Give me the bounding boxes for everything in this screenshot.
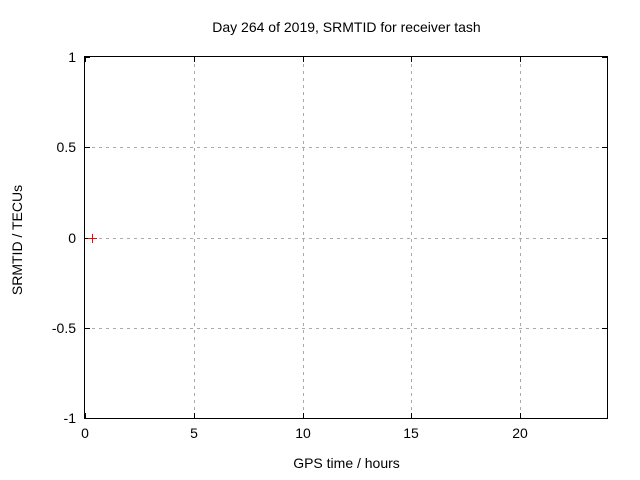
tick-x-top-5 <box>194 57 195 62</box>
x-tick-label-10: 10 <box>295 425 311 441</box>
x-tick-label-0: 0 <box>81 425 89 441</box>
y-tick-label-0: 0 <box>68 230 76 246</box>
chart-title: Day 264 of 2019, SRMTID for receiver tas… <box>212 19 481 35</box>
tick-marks-layer <box>85 57 607 419</box>
tick-y-right-0 <box>602 238 607 239</box>
tick-x-bottom-0 <box>85 413 86 418</box>
tick-y-right--0.5 <box>602 328 607 329</box>
tick-x-top-0 <box>85 57 86 62</box>
tick-x-bottom-5 <box>194 413 195 418</box>
tick-x-bottom-15 <box>411 413 412 418</box>
data-point-marker <box>88 234 97 243</box>
y-tick-label--0.5: -0.5 <box>51 320 76 336</box>
tick-y-left-0.5 <box>85 147 90 148</box>
tick-x-top-15 <box>411 57 412 62</box>
tick-y-left-0 <box>85 238 90 239</box>
tick-y-right-0.5 <box>602 147 607 148</box>
tick-y-left-1 <box>85 57 90 58</box>
tick-y-right-1 <box>602 57 607 58</box>
y-tick-label-1: 1 <box>68 49 76 65</box>
tick-x-bottom-20 <box>520 413 521 418</box>
marker-vertical-stroke <box>92 234 93 243</box>
gridline-x-10 <box>303 57 304 418</box>
plot-area <box>84 56 608 419</box>
x-axis-label: GPS time / hours <box>293 455 400 471</box>
x-tick-label-15: 15 <box>403 425 419 441</box>
gridline-y-0 <box>85 238 607 239</box>
x-tick-label-20: 20 <box>512 425 528 441</box>
y-tick-label--1: -1 <box>63 410 76 426</box>
grid-layer <box>85 57 607 418</box>
gridline-y-0.5 <box>85 147 607 148</box>
y-axis-label: SRMTID / TECUs <box>9 184 25 296</box>
y-tick-label-0.5: 0.5 <box>56 139 76 155</box>
gridline-x-5 <box>194 57 195 418</box>
tick-x-top-20 <box>520 57 521 62</box>
data-points-layer <box>85 57 607 418</box>
tick-x-bottom-10 <box>303 413 304 418</box>
gridline-x-15 <box>411 57 412 418</box>
tick-x-top-10 <box>303 57 304 62</box>
tick-y-right--1 <box>602 418 607 419</box>
tick-y-left--1 <box>85 418 90 419</box>
gridline-x-20 <box>520 57 521 418</box>
gridline-y--0.5 <box>85 328 607 329</box>
tick-y-left--0.5 <box>85 328 90 329</box>
x-tick-label-5: 5 <box>190 425 198 441</box>
